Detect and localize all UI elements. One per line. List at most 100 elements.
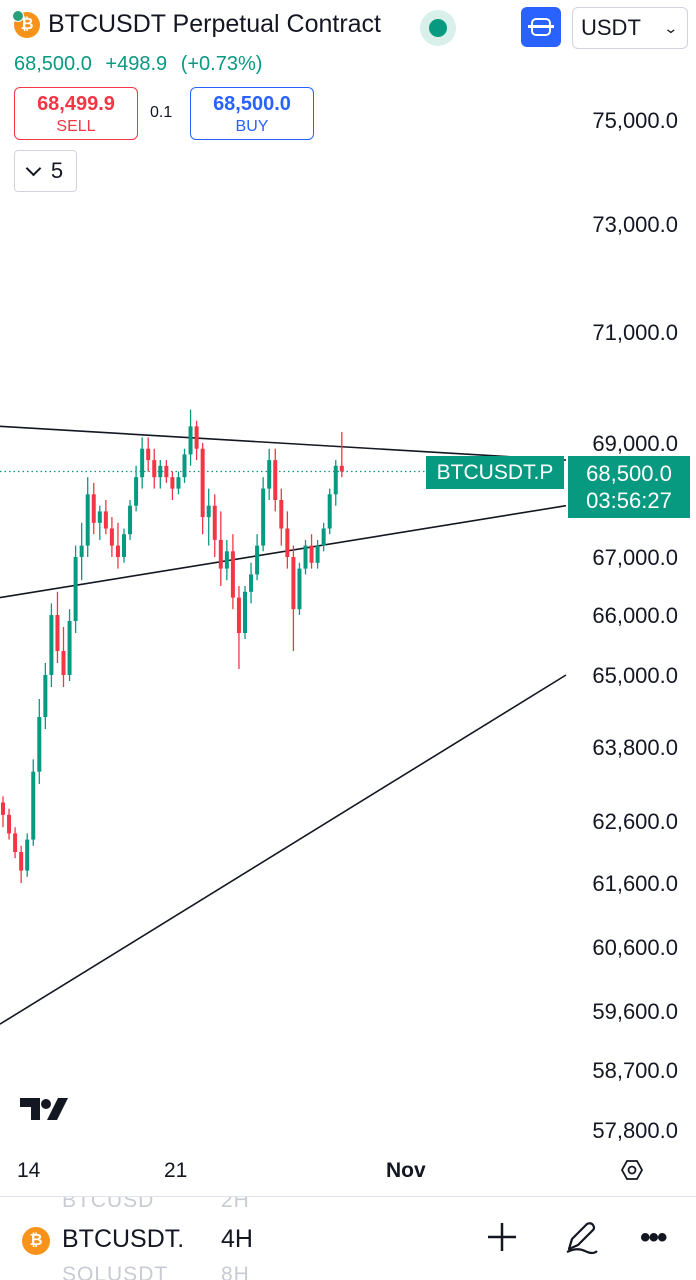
symbol-title[interactable]: BTCUSDT Perpetual Contract (48, 10, 381, 38)
y-tick-label: 61,600.0 (592, 871, 678, 896)
plus-icon[interactable] (486, 1221, 518, 1253)
symbol-price-tag: BTCUSDT.P (426, 456, 564, 489)
candle-body (122, 534, 126, 557)
candle-body (170, 477, 175, 489)
candle-body (309, 545, 314, 563)
y-tick-label: 60,600.0 (592, 935, 678, 960)
candle-body (134, 477, 139, 506)
bitcoin-icon: ₿ (22, 1227, 50, 1255)
currency-value: USDT (581, 15, 641, 40)
candle-body (188, 426, 193, 455)
candle-body (321, 528, 326, 546)
candle-body (212, 505, 217, 540)
price-change-percent: (+0.73%) (180, 53, 263, 75)
candle-body (55, 615, 60, 651)
candle-body (13, 833, 18, 852)
y-tick-label: 73,000.0 (592, 212, 678, 237)
x-tick-label: 21 (164, 1159, 188, 1182)
y-tick-label: 69,000.0 (592, 431, 678, 456)
candle-body (7, 814, 12, 834)
candle-body (303, 545, 308, 569)
candle-body (43, 675, 48, 717)
candle-body (164, 465, 169, 478)
y-tick-label: 63,800.0 (592, 735, 678, 760)
x-tick-label: 14 (17, 1159, 41, 1182)
sell-price: 68,499.9 (37, 93, 115, 115)
candle-body (115, 545, 120, 557)
candle-body (158, 465, 163, 478)
candle-body (255, 545, 260, 575)
y-tick-label: 59,600.0 (592, 999, 678, 1024)
x-tick-label: Nov (386, 1159, 426, 1182)
candle-body (103, 511, 108, 529)
candle-body (73, 557, 78, 621)
chevron-down-icon: ⌄ (663, 19, 679, 36)
chart-header: ₿ BTCUSDT Perpetual Contract USDT ⌄ 68,5… (0, 0, 696, 200)
last-price: 68,500.0 (14, 53, 92, 75)
sell-button[interactable]: 68,499.9 SELL (14, 87, 138, 140)
indicators-collapse-button[interactable]: 5 (14, 150, 77, 192)
spread-value: 0.1 (150, 104, 173, 121)
candle-body (194, 426, 199, 449)
trendline (0, 504, 567, 599)
candle-body (31, 771, 36, 840)
candle-body (285, 528, 290, 557)
candle-body (291, 557, 296, 610)
candle-body (79, 545, 84, 557)
bitcoin-icon: ₿ (12, 9, 40, 38)
y-tick-label: 75,000.0 (592, 108, 678, 133)
candle-body (297, 568, 302, 610)
bottom-toolbar: BTCUSD 2H SOLUSDT 8H ₿ BTCUSDT. 4H ••• (0, 1196, 696, 1280)
scan-icon[interactable] (521, 7, 561, 47)
y-tick-label: 58,700.0 (592, 1058, 678, 1083)
currency-select[interactable]: USDT ⌄ (572, 7, 688, 49)
interval-selector[interactable]: 4H (221, 1225, 253, 1253)
candle-body (109, 528, 114, 546)
y-tick-label: 65,000.0 (592, 663, 678, 688)
candle-body (200, 448, 205, 518)
settings-icon[interactable] (620, 1158, 644, 1182)
candle-body (19, 852, 24, 871)
candle-body (315, 545, 320, 563)
tether-badge-icon (12, 9, 24, 22)
bar-countdown: 03:56:27 (586, 488, 672, 513)
candle-body (1, 802, 5, 815)
candle-body (230, 551, 235, 598)
candle-body (182, 454, 187, 478)
candle-body (333, 465, 338, 495)
candle-body (224, 551, 229, 569)
candle-body (176, 477, 181, 489)
candle-body (61, 651, 66, 675)
buy-button[interactable]: 68,500.0 BUY (190, 87, 314, 140)
candle-body (327, 494, 332, 529)
interval-picker-ghost: 8H (221, 1263, 250, 1280)
current-price-label: 68,500.0 (586, 461, 672, 486)
y-tick-label: 67,000.0 (592, 545, 678, 570)
buy-price: 68,500.0 (213, 93, 291, 115)
symbol-picker-ghost: SOLUSDT (62, 1263, 169, 1280)
candle-body (249, 574, 254, 592)
price-summary: 68,500.0 +498.9 (+0.73%) (14, 53, 270, 76)
tradingview-logo-icon[interactable] (20, 1096, 70, 1122)
candle-body (273, 460, 278, 500)
candle-body (91, 494, 96, 523)
candle-body (97, 511, 102, 523)
trendline (0, 425, 567, 461)
more-icon[interactable]: ••• (640, 1221, 667, 1254)
candle-body (49, 615, 54, 675)
pen-icon[interactable] (563, 1219, 599, 1255)
candle-body (243, 591, 247, 633)
candle-body (140, 448, 145, 478)
chevron-down-icon (25, 160, 42, 176)
candle-body (67, 621, 72, 675)
buy-label: BUY (235, 118, 269, 135)
y-tick-label: 66,000.0 (592, 603, 678, 628)
symbol-picker-ghost: BTCUSD (62, 1196, 155, 1212)
candle-body (279, 500, 284, 529)
candle-body (152, 460, 157, 478)
y-tick-label: 57,800.0 (592, 1118, 678, 1143)
candle-body (37, 717, 42, 772)
symbol-selector[interactable]: BTCUSDT. (62, 1225, 185, 1253)
symbol-title-row[interactable]: ₿ BTCUSDT Perpetual Contract (12, 9, 381, 39)
